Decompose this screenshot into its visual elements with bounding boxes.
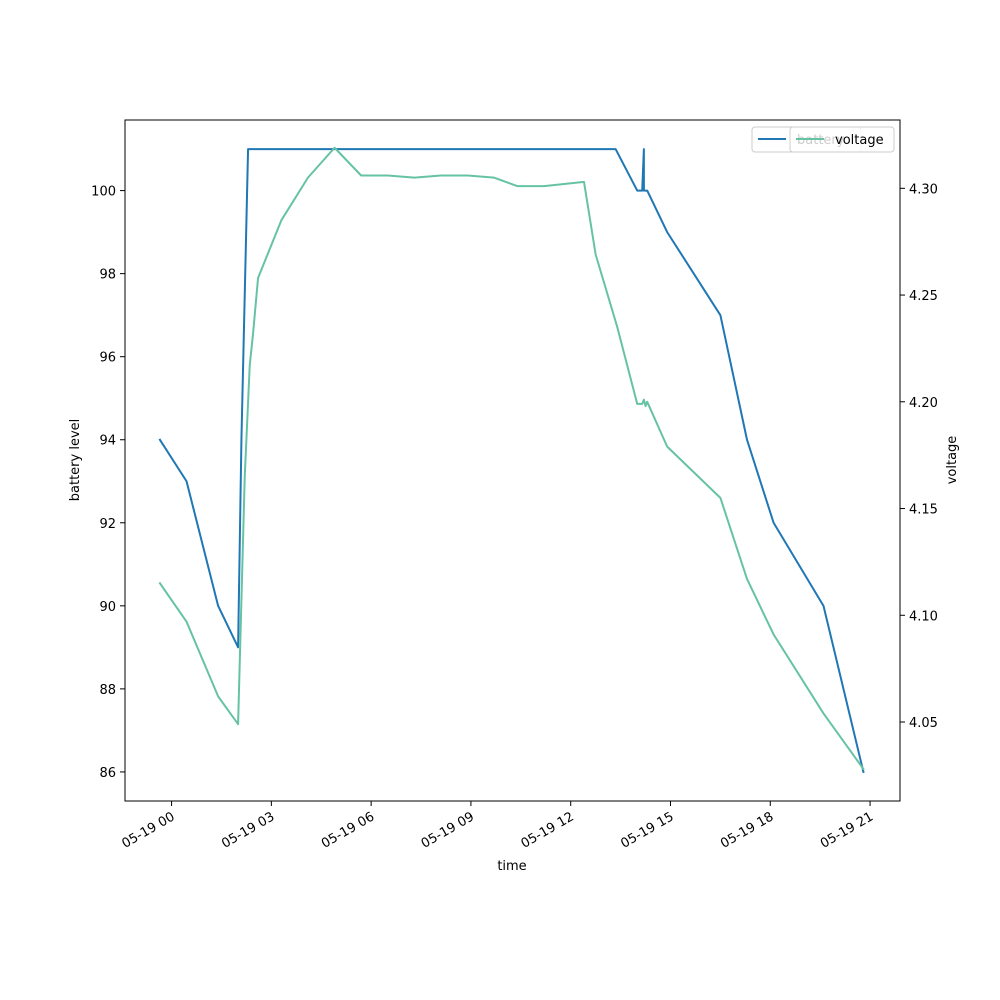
y-right-tick-label: 4.20 [909,396,938,411]
y-left-tick-label: 94 [99,434,116,449]
y-right-tick-label: 4.10 [909,609,938,624]
y-left-tick-label: 100 [91,185,116,200]
plot-frame [124,119,901,802]
series-line-voltage [158,146,865,771]
plot-area [158,146,865,774]
y-axis-right-label: voltage [945,436,960,485]
y-left-tick-label: 98 [99,268,116,283]
y-axis-left-label: battery level [68,419,83,502]
y-right-tick-label: 4.15 [909,503,938,518]
y-left-tick-label: 92 [99,517,116,532]
y-left-tick-label: 96 [99,351,116,366]
legend-voltage-frame [789,126,895,153]
y-left-tick-label: 86 [99,766,116,781]
y-right-tick-label: 4.25 [909,289,938,304]
y-left-tick-label: 88 [99,683,116,698]
y-right-tick-label: 4.05 [909,716,938,731]
y-right-tick-label: 4.30 [909,182,938,197]
legend-voltage: voltage [789,126,895,153]
y-left-tick-label: 90 [99,600,116,615]
legend-voltage-label: voltage [835,133,884,148]
series-line-battery [158,148,865,774]
x-axis-label: time [497,859,526,874]
